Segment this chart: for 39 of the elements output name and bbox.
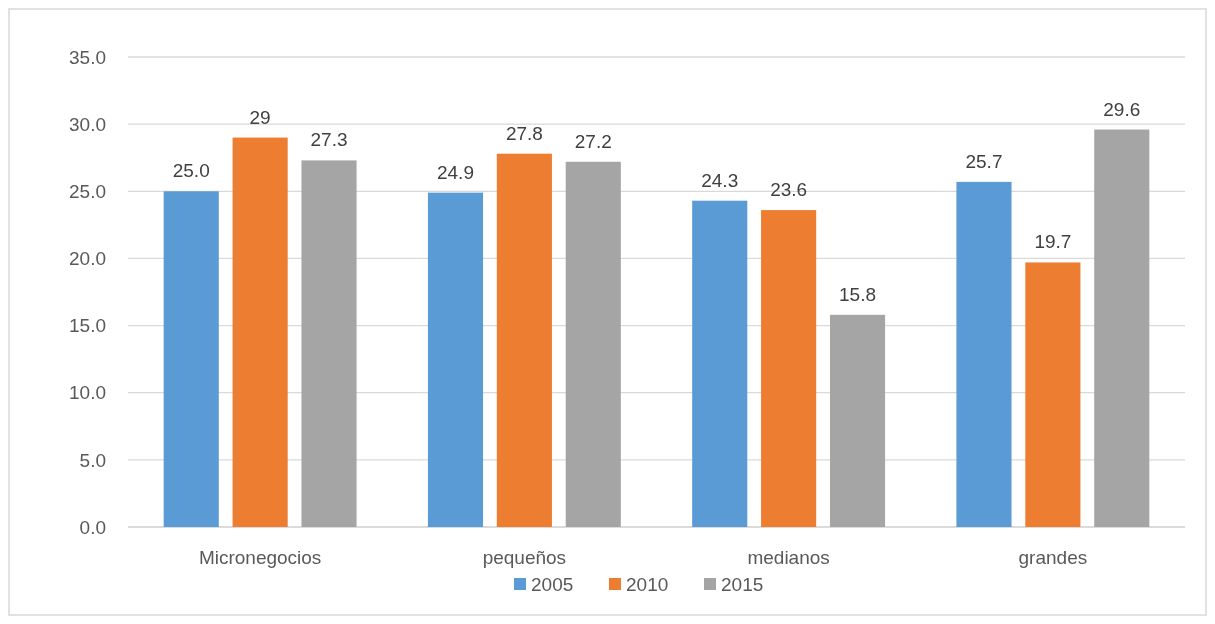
data-label: 29.6 <box>1103 98 1141 120</box>
x-tick-label: grandes <box>1018 547 1088 568</box>
bar <box>761 210 817 527</box>
bar <box>232 137 288 527</box>
data-label: 24.9 <box>436 161 474 183</box>
x-tick-label: Micronegocios <box>198 547 322 568</box>
legend-label: 2010 <box>626 573 669 595</box>
data-label: 15.8 <box>839 283 877 305</box>
bar <box>692 200 748 527</box>
data-label: 25.7 <box>965 150 1003 172</box>
data-label: 27.2 <box>574 130 612 152</box>
data-label: 25.0 <box>172 160 210 182</box>
bar <box>1094 129 1150 527</box>
bar <box>956 181 1012 527</box>
y-tick-label: 0.0 <box>79 516 106 538</box>
y-tick-label: 10.0 <box>69 382 106 404</box>
data-label: 27.3 <box>310 129 348 151</box>
legend-label: 2015 <box>721 573 764 595</box>
data-label: 19.7 <box>1034 231 1072 253</box>
legend-label: 2005 <box>531 573 574 595</box>
data-label: 23.6 <box>770 179 808 201</box>
bar <box>427 192 484 527</box>
bar <box>565 161 621 527</box>
bar <box>829 314 886 527</box>
y-tick-label: 5.0 <box>79 449 106 471</box>
y-tick-label: 15.0 <box>69 315 106 337</box>
data-label: 29 <box>249 106 271 128</box>
bar <box>1025 262 1081 527</box>
y-tick-label: 35.0 <box>69 46 106 68</box>
bar <box>301 160 357 527</box>
y-tick-label: 25.0 <box>69 180 106 202</box>
data-label: 24.3 <box>701 169 739 191</box>
x-tick-label: pequeños <box>482 547 567 568</box>
bar <box>496 153 552 527</box>
bar <box>163 191 219 527</box>
data-label: 27.8 <box>505 122 543 144</box>
y-tick-label: 30.0 <box>69 113 106 135</box>
x-tick-label: medianos <box>747 547 830 568</box>
y-tick-label: 20.0 <box>69 248 106 270</box>
